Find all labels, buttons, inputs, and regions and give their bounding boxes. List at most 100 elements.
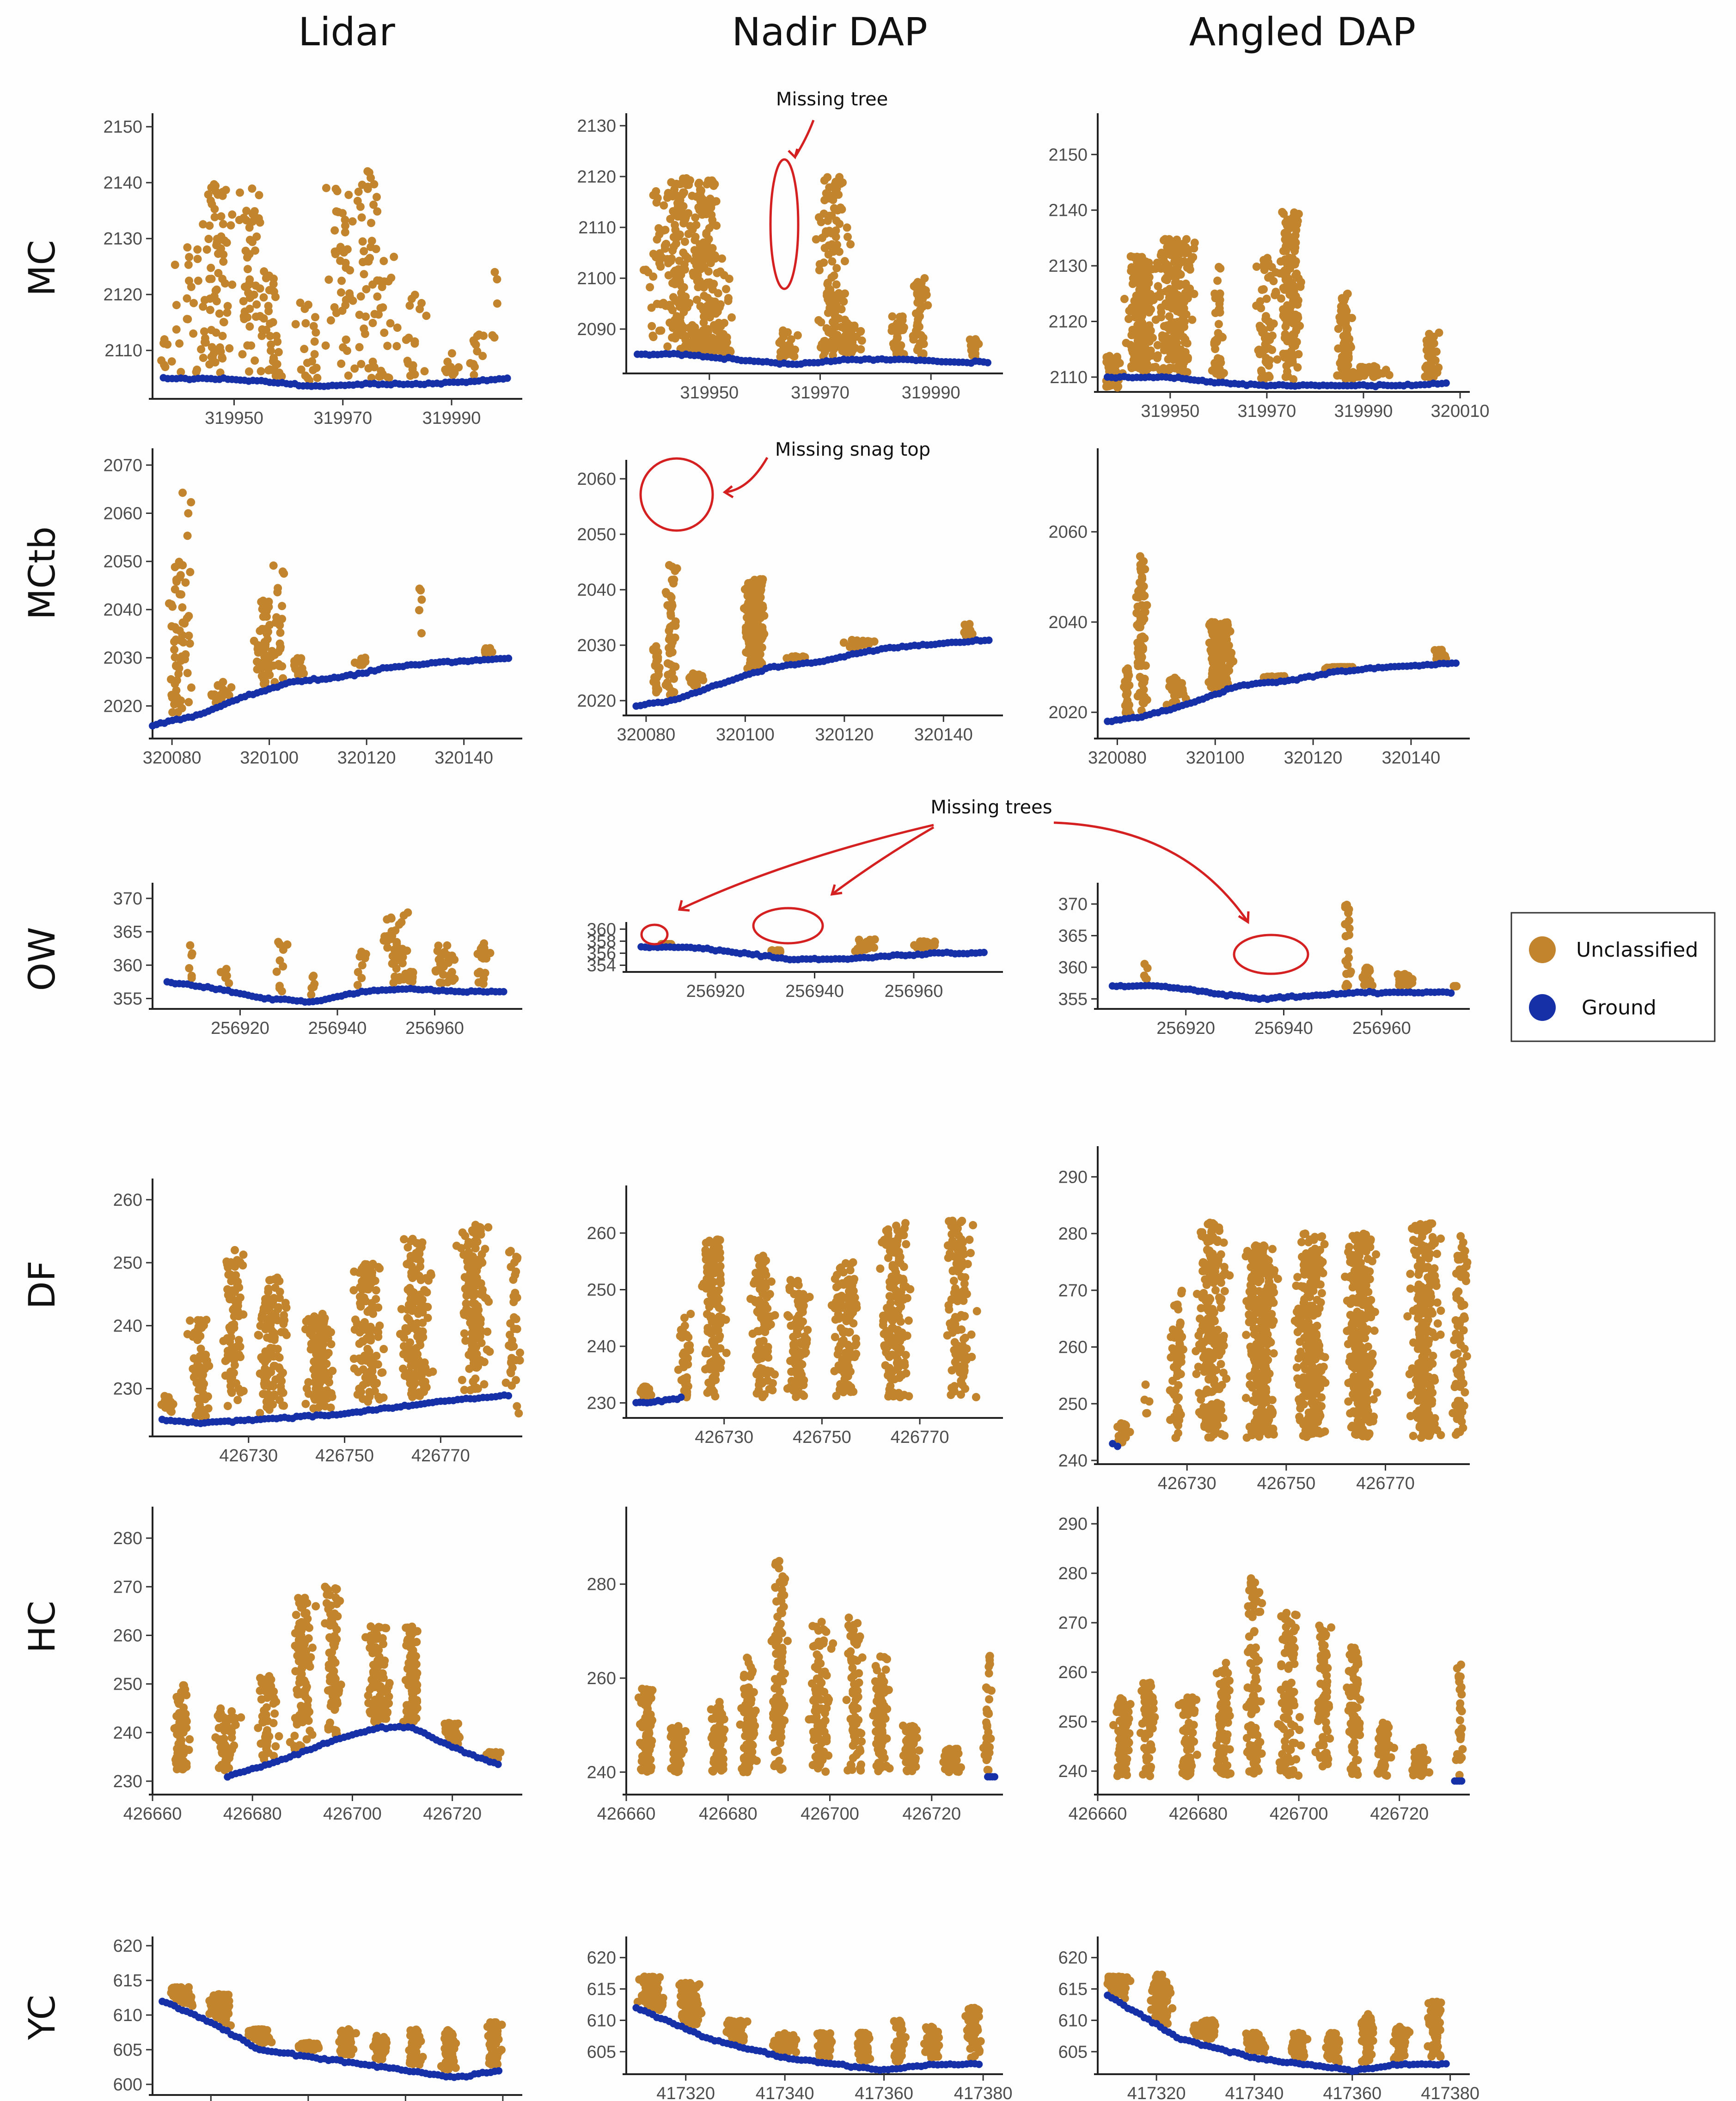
unclassified-point	[245, 293, 254, 302]
unclassified-point	[342, 295, 350, 304]
unclassified-point	[644, 268, 653, 276]
unclassified-point	[186, 941, 195, 950]
unclassified-point	[244, 281, 253, 289]
unclassified-point	[183, 243, 192, 252]
unclassified-point	[378, 282, 386, 291]
unclassified-point	[175, 339, 184, 348]
unclassified-point	[383, 943, 392, 952]
unclassified-point	[355, 311, 364, 319]
unclassified-point	[661, 240, 670, 249]
unclassified-point	[310, 337, 319, 346]
unclassified-point	[1154, 282, 1162, 291]
unclassified-point	[417, 629, 426, 638]
unclassified-point	[1160, 346, 1168, 354]
x-tick-label: 320140	[914, 725, 973, 745]
unclassified-point	[185, 276, 193, 285]
unclassified-point	[187, 683, 196, 692]
x-tick-label: 320010	[1431, 402, 1490, 421]
unclassified-point	[274, 348, 283, 356]
x-tick-label: 320100	[240, 748, 299, 768]
unclassified-point	[219, 220, 227, 228]
unclassified-point	[463, 1241, 472, 1250]
unclassified-point	[293, 654, 302, 663]
unclassified-point	[473, 1313, 482, 1321]
unclassified-point	[1127, 303, 1136, 312]
y-tick-label: 365	[1058, 926, 1088, 946]
unclassified-point	[184, 698, 193, 707]
unclassified-point	[379, 936, 388, 945]
unclassified-point	[416, 1262, 425, 1271]
unclassified-point	[468, 1252, 477, 1261]
unclassified-point	[1292, 325, 1301, 334]
x-tick-label: 320080	[1088, 748, 1147, 768]
unclassified-point	[1345, 930, 1354, 939]
unclassified-point	[348, 296, 357, 305]
unclassified-point	[833, 330, 842, 339]
unclassified-point	[490, 268, 499, 276]
unclassified-point	[1107, 363, 1115, 372]
unclassified-point	[263, 1394, 272, 1403]
unclassified-point	[820, 337, 829, 346]
x-tick-label: 319990	[902, 383, 960, 403]
unclassified-point	[828, 240, 836, 249]
unclassified-point	[1165, 235, 1174, 244]
unclassified-point	[178, 561, 187, 569]
unclassified-point	[327, 1328, 335, 1337]
unclassified-point	[207, 263, 215, 272]
unclassified-point	[312, 328, 320, 337]
unclassified-point	[671, 296, 680, 305]
unclassified-point	[699, 326, 708, 335]
unclassified-point	[224, 1291, 232, 1300]
unclassified-point	[699, 318, 708, 327]
ground-point	[1447, 989, 1455, 997]
unclassified-point	[238, 350, 247, 359]
unclassified-point	[259, 293, 268, 302]
unclassified-point	[225, 979, 233, 988]
x-tick-label: 319990	[422, 409, 481, 428]
unclassified-point	[691, 213, 700, 222]
unclassified-point	[184, 631, 193, 640]
unclassified-point	[379, 1345, 388, 1353]
unclassified-point	[331, 184, 340, 193]
y-tick-label: 2100	[577, 269, 616, 288]
unclassified-point	[301, 1399, 310, 1408]
unclassified-point	[266, 319, 275, 328]
unclassified-point	[667, 593, 676, 602]
unclassified-point	[851, 344, 860, 352]
unclassified-point	[830, 184, 839, 193]
unclassified-point	[1257, 367, 1266, 376]
unclassified-point	[282, 1331, 291, 1339]
unclassified-point	[291, 320, 300, 329]
unclassified-point	[245, 305, 254, 313]
unclassified-point	[167, 675, 175, 684]
unclassified-point	[1287, 301, 1296, 310]
unclassified-point	[1260, 334, 1269, 342]
unclassified-point	[693, 671, 702, 679]
unclassified-point	[446, 975, 455, 984]
unclassified-point	[1175, 318, 1184, 327]
unclassified-point	[227, 1277, 236, 1285]
unclassified-point	[221, 186, 230, 195]
unclassified-point	[1153, 351, 1162, 360]
unclassified-point	[469, 360, 478, 368]
unclassified-point	[273, 588, 282, 597]
row-label-mc: MC	[22, 240, 63, 296]
y-tick-label: 2020	[103, 696, 142, 716]
unclassified-point	[167, 357, 176, 366]
unclassified-point	[679, 283, 688, 292]
unclassified-point	[1165, 248, 1174, 257]
unclassified-point	[506, 1319, 515, 1328]
unclassified-point	[353, 1319, 361, 1328]
unclassified-point	[195, 1385, 203, 1394]
unclassified-point	[300, 305, 309, 313]
unclassified-point	[448, 951, 456, 960]
unclassified-point	[222, 238, 231, 247]
unclassified-point	[235, 1283, 244, 1292]
unclassified-point	[369, 201, 378, 209]
unclassified-point	[1429, 364, 1437, 373]
unclassified-point	[1146, 346, 1155, 355]
x-tick-label: 256940	[1254, 1019, 1313, 1038]
unclassified-point	[725, 275, 734, 283]
unclassified-point	[961, 627, 969, 636]
